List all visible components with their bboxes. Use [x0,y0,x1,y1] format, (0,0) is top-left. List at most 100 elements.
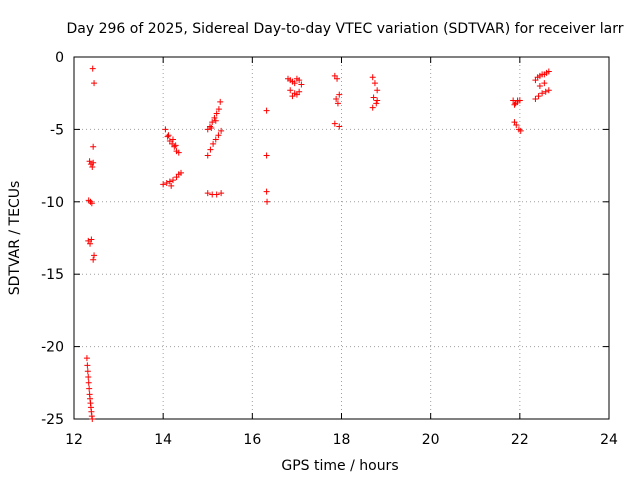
data-point [171,143,178,150]
data-point [263,107,270,114]
data-point [164,133,171,140]
data-point [178,169,184,176]
data-point [169,136,176,143]
data-point [545,68,552,75]
x-axis-label: GPS time / hours [281,458,398,474]
grid [74,57,609,419]
data-point [374,97,381,104]
x-tick-label: 12 [65,432,83,448]
data-point [83,355,90,362]
data-point [218,190,225,197]
chart-title: Day 296 of 2025, Sidereal Day-to-day VTE… [67,21,624,37]
data-point [289,93,296,100]
data-point [85,379,92,386]
data-point [264,198,271,205]
data-point [511,101,518,108]
data-point [287,87,294,94]
data-point [87,198,94,205]
x-tick-label: 16 [243,432,261,448]
data-point [90,159,97,166]
x-tick-label: 14 [154,432,172,448]
data-point [370,94,377,101]
data-point [513,122,520,129]
data-point [87,240,94,247]
data-point [172,142,179,149]
data-point [204,152,211,159]
data-point [90,256,97,263]
data-point [215,106,222,113]
data-point [84,368,91,375]
data-point [542,88,549,95]
data-point [175,149,182,156]
data-point [84,362,91,369]
data-point [331,120,338,127]
data-point [89,164,96,171]
data-point [333,95,340,102]
data-point [86,158,93,165]
data-point [336,91,343,98]
data-points [83,65,552,422]
y-tick-label: -10 [41,195,64,211]
x-tick-label: 24 [600,432,618,448]
data-point [85,374,92,381]
data-point [263,188,270,195]
data-point [336,123,343,130]
x-tick-label: 18 [333,432,351,448]
data-point [90,143,97,150]
data-point [209,119,216,126]
data-point [532,95,539,102]
data-point [217,98,224,105]
data-point [514,97,521,104]
data-point [204,190,211,197]
y-tick-label: -5 [50,122,64,138]
data-point [169,177,176,184]
data-point [213,191,220,198]
data-point [545,87,552,94]
data-point [89,65,96,72]
data-point [263,152,270,159]
data-point [334,75,341,82]
y-tick-label: 0 [55,50,64,66]
data-point [212,136,219,143]
data-point [539,90,546,97]
data-point [291,80,298,87]
y-tick-label: -20 [41,340,64,356]
axis-ticks: 12 14 16 18 20 22 24 0 -5 -10 -15 -20 -25 [41,50,618,448]
data-point [91,80,98,87]
data-point [210,140,217,147]
data-point [208,124,215,131]
data-point [371,80,378,87]
data-point [89,416,96,422]
data-point [211,114,218,121]
data-point [541,80,548,87]
data-point [373,100,380,107]
y-tick-label: -15 [41,267,64,283]
data-point [296,77,303,84]
x-tick-label: 20 [422,432,440,448]
data-point [165,132,172,139]
y-tick-label: -25 [41,412,64,428]
data-point [91,252,98,259]
data-point [86,385,93,392]
data-point [212,117,219,124]
data-point [374,87,381,94]
data-point [166,178,173,185]
y-axis-label: SDTVAR / TECUs [7,181,23,296]
data-point [535,93,542,100]
data-point [88,236,95,243]
data-point [207,146,214,153]
data-point [334,100,341,107]
data-point [218,127,225,134]
data-point [298,81,305,88]
data-point [369,74,376,81]
data-point [215,132,222,139]
data-point [536,82,543,89]
data-point [293,91,300,98]
data-point [369,104,376,111]
data-point [163,179,170,186]
data-point [168,182,175,189]
data-point [206,123,213,130]
data-point [162,126,169,133]
